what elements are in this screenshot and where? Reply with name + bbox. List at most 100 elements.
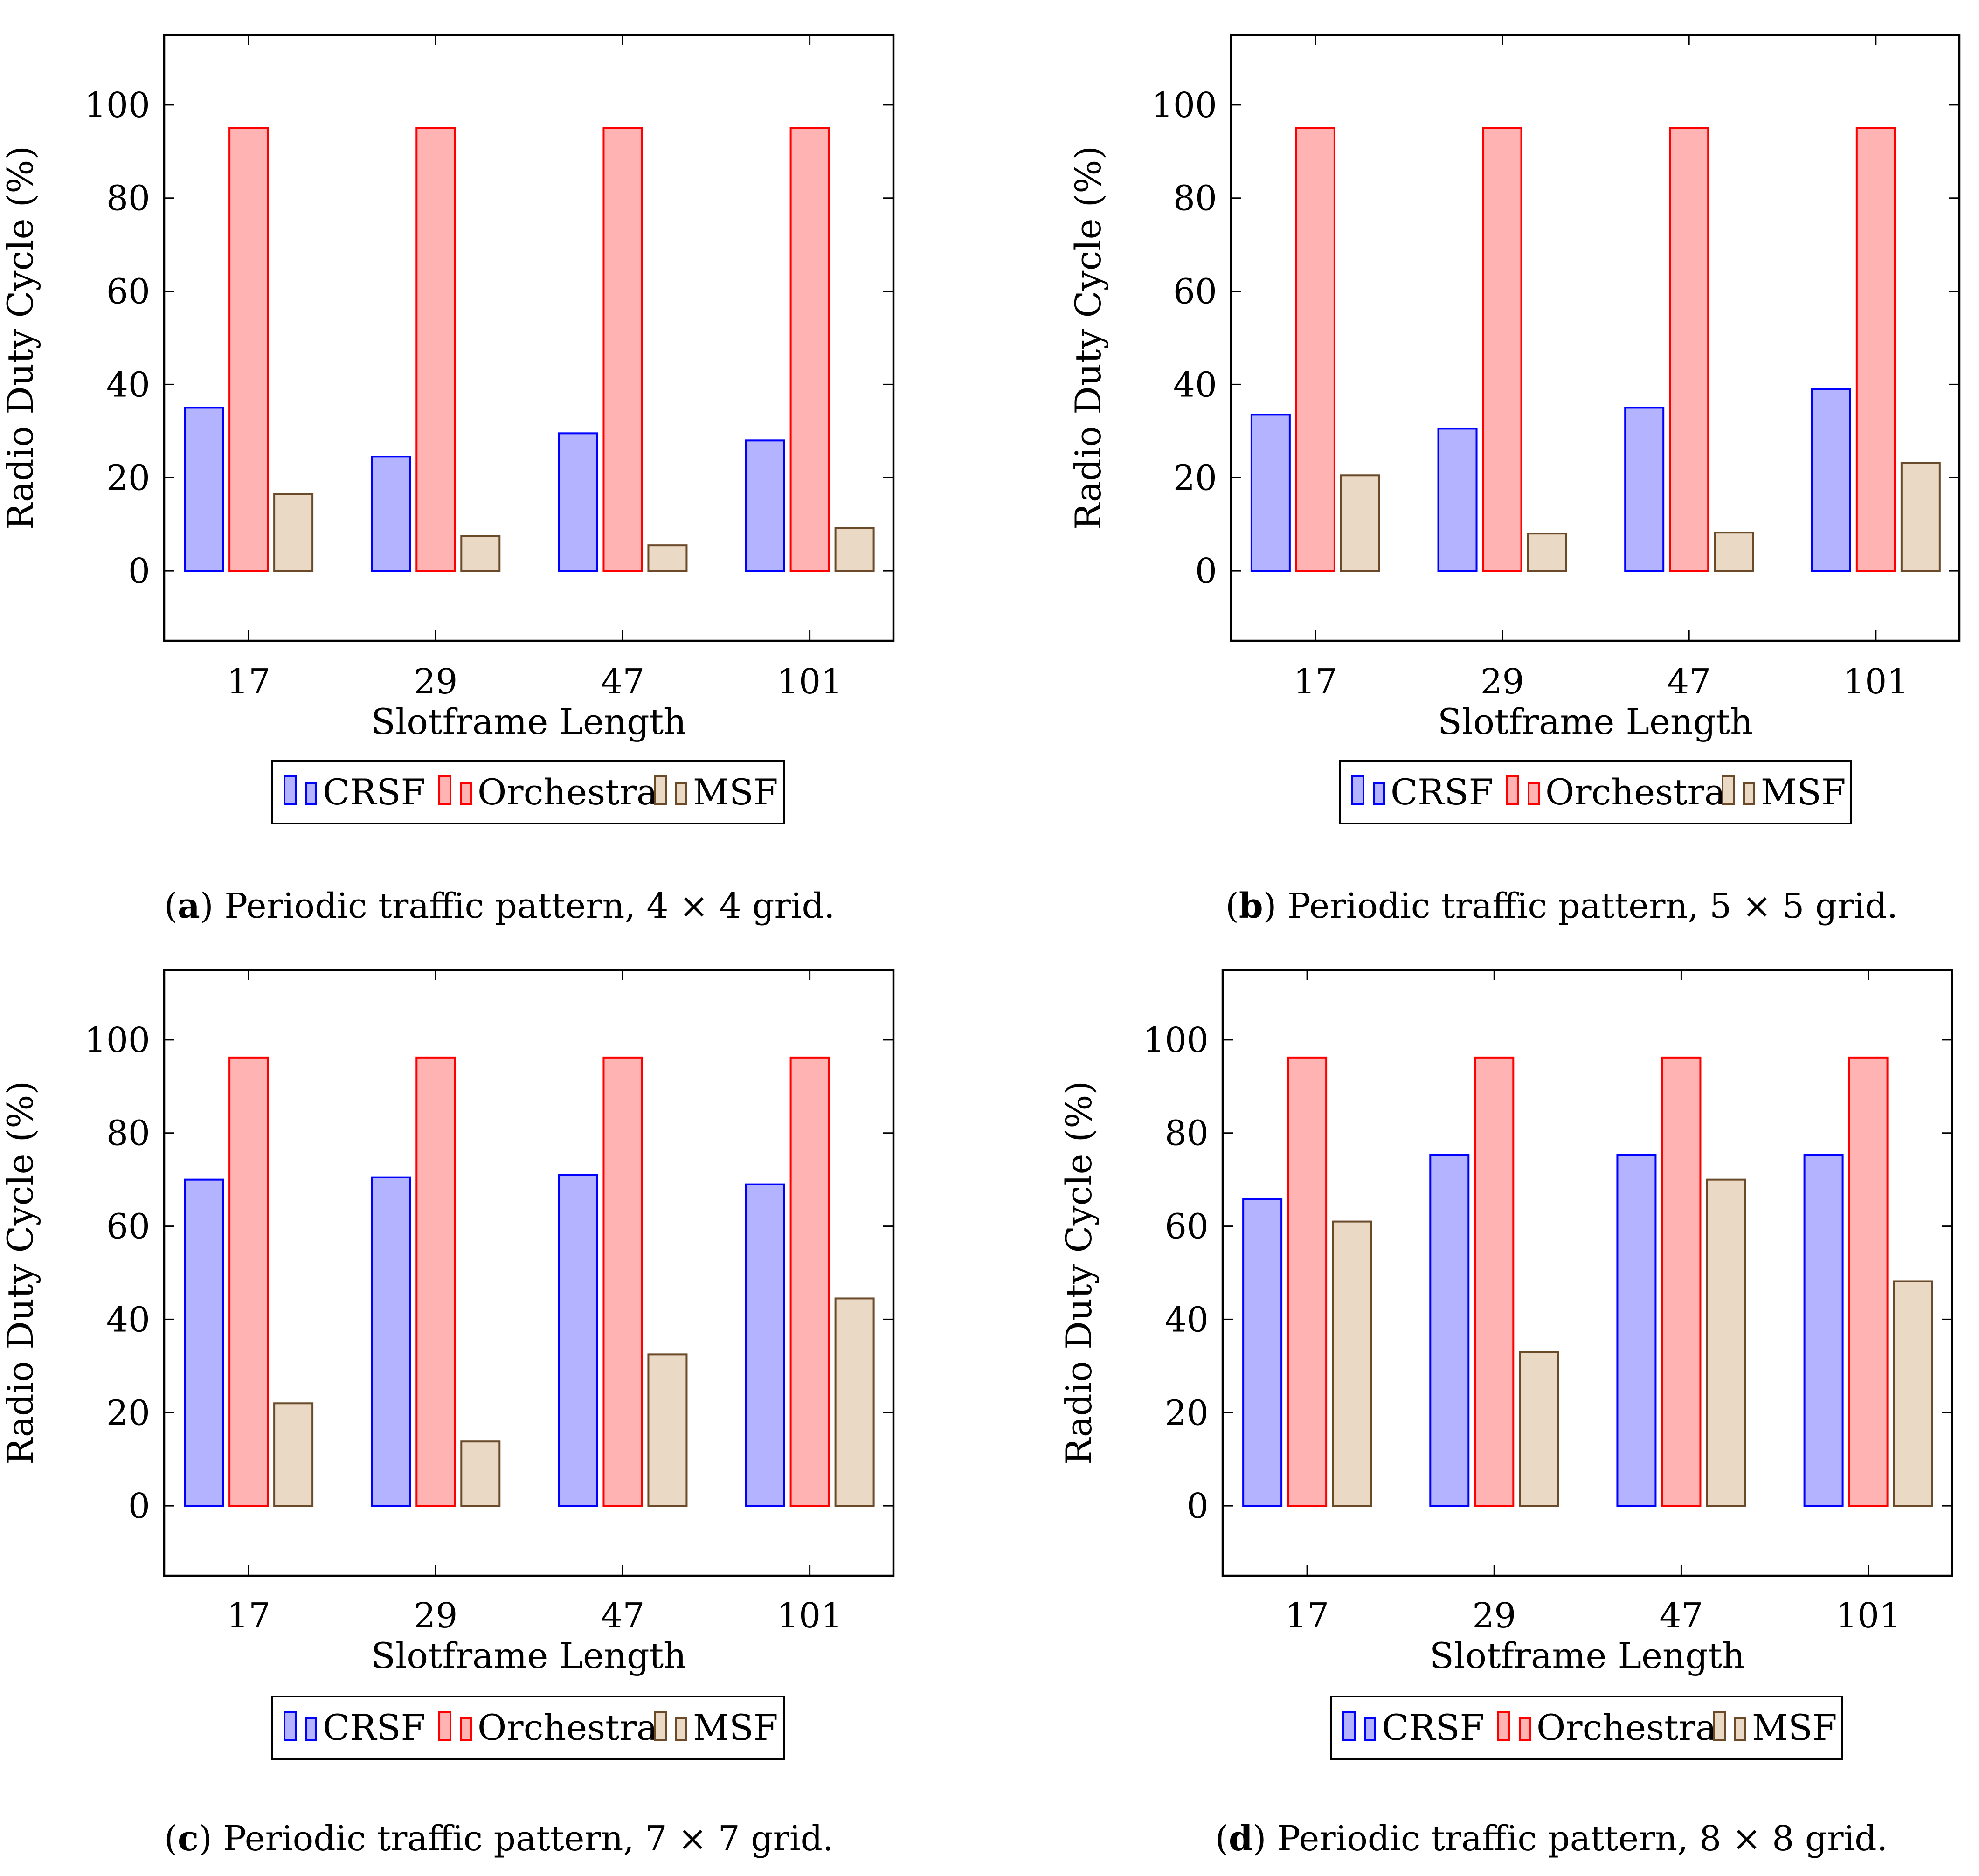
legend-swatch-small-orchestra: [460, 782, 472, 805]
x-tick-label: 29: [1472, 1596, 1516, 1636]
bar-msf-101: [1900, 462, 1941, 572]
caption-close-paren: ): [1253, 1819, 1277, 1859]
bar-crsf-47: [1616, 1154, 1657, 1507]
x-tick-label: 29: [414, 662, 457, 702]
x-tick-label: 17: [1285, 1596, 1329, 1636]
legend-swatch-orchestra: [438, 775, 451, 805]
bar-orchestra-47: [1669, 127, 1709, 572]
y-tick-label: 60: [1173, 272, 1217, 312]
bar-orchestra-17: [228, 1056, 269, 1507]
y-tick-label: 40: [1165, 1300, 1209, 1340]
y-tick-label: 20: [106, 1393, 150, 1433]
legend: CRSF Orchestra MSF: [1339, 760, 1852, 824]
x-tick-label: 17: [227, 662, 270, 702]
legend-swatch-small-msf: [675, 1717, 687, 1741]
y-tick-label: 80: [106, 179, 150, 219]
bar-crsf-101: [745, 1183, 785, 1507]
legend-swatch-msf: [1722, 775, 1735, 805]
y-tick-label: 60: [106, 1207, 150, 1247]
legend-swatch-crsf: [284, 1711, 297, 1741]
y-tick-label: 100: [84, 1020, 150, 1060]
caption-panel-letter: d: [1229, 1819, 1253, 1859]
legend-swatch-small-orchestra: [1528, 782, 1540, 805]
bar-msf-47: [647, 544, 688, 572]
caption-close-paren: ): [200, 886, 224, 926]
x-tick-label: 101: [1843, 662, 1909, 702]
panel-caption: (c) Periodic traffic pattern, 7 × 7 grid…: [164, 1819, 834, 1859]
bar-msf-101: [1893, 1280, 1933, 1507]
bar-orchestra-101: [1848, 1056, 1889, 1507]
bar-crsf-17: [1242, 1198, 1283, 1507]
legend: CRSF Orchestra MSF: [1330, 1696, 1843, 1760]
bar-msf-17: [1332, 1220, 1372, 1507]
legend-swatch-orchestra: [438, 1711, 451, 1741]
legend-label-msf: MSF: [693, 1707, 778, 1748]
legend-box: [271, 760, 785, 824]
legend: CRSF Orchestra MSF: [271, 1696, 785, 1760]
legend-box: [271, 1696, 785, 1760]
bar-msf-101: [834, 1297, 875, 1507]
caption-open-paren: (: [1215, 1819, 1229, 1859]
bar-orchestra-17: [228, 127, 269, 572]
x-tick-label: 17: [1294, 662, 1337, 702]
bar-crsf-47: [1624, 407, 1665, 572]
bar-msf-47: [647, 1353, 688, 1507]
panel-caption: (b) Periodic traffic pattern, 5 × 5 grid…: [1225, 886, 1898, 926]
bar-orchestra-29: [415, 127, 456, 572]
legend-swatch-msf: [654, 775, 667, 805]
y-tick-label: 20: [1165, 1393, 1209, 1433]
bar-crsf-29: [1429, 1154, 1470, 1507]
bar-orchestra-101: [789, 1056, 830, 1507]
y-tick-label: 60: [1165, 1207, 1209, 1247]
chart-panel-c: 0 20 40 60 80 100 17 29 47 101 Slotframe Length Rad…: [0, 969, 895, 1859]
y-tick-label: 0: [1195, 551, 1217, 591]
y-tick-label: 40: [106, 1300, 150, 1340]
plot-frame: [1230, 34, 1961, 642]
y-tick-label: 80: [1173, 179, 1217, 219]
x-tick-label: 101: [1835, 1596, 1901, 1636]
bar-crsf-29: [1437, 428, 1478, 572]
legend-label-crsf: CRSF: [1382, 1707, 1484, 1748]
bar-msf-29: [460, 535, 501, 572]
y-tick-label: 0: [128, 1486, 150, 1526]
caption-text: Periodic traffic pattern, 7 × 7 grid.: [223, 1819, 833, 1859]
caption-close-paren: ): [1263, 886, 1287, 926]
y-tick-label: 20: [106, 458, 150, 498]
legend-label-msf: MSF: [693, 771, 778, 813]
chart-panel-b: 0 20 40 60 80 100 17 29 47 101 Slotframe Length Rad…: [1067, 34, 1961, 926]
chart-panel-d: 0 20 40 60 80 100 17 29 47 101 Slotframe Length Rad…: [1058, 969, 1953, 1859]
plot-frame: [163, 34, 895, 642]
bar-orchestra-101: [789, 127, 830, 572]
bar-msf-29: [1527, 533, 1567, 572]
caption-open-paren: (: [164, 1819, 178, 1859]
y-tick-label: 40: [106, 365, 150, 405]
bar-orchestra-47: [1661, 1056, 1702, 1507]
legend-swatch-small-msf: [675, 782, 687, 805]
caption-open-paren: (: [164, 886, 178, 926]
x-tick-label: 47: [1667, 662, 1711, 702]
caption-text: Periodic traffic pattern, 5 × 5 grid.: [1287, 886, 1898, 926]
bar-crsf-101: [1811, 388, 1851, 572]
x-tick-label: 47: [1659, 1596, 1703, 1636]
y-tick-label: 0: [1187, 1486, 1209, 1526]
legend-swatch-crsf: [284, 775, 297, 805]
panel-caption: (a) Periodic traffic pattern, 4 × 4 grid…: [164, 886, 835, 926]
legend-box: [1339, 760, 1852, 824]
panel-caption: (d) Periodic traffic pattern, 8 × 8 grid…: [1215, 1819, 1888, 1859]
legend-swatch-small-msf: [1734, 1717, 1746, 1741]
bar-msf-101: [834, 527, 875, 572]
x-tick-label: 17: [227, 1596, 270, 1636]
bar-msf-17: [1340, 474, 1380, 572]
bar-orchestra-17: [1295, 127, 1335, 572]
y-tick-label: 60: [106, 272, 150, 312]
bar-orchestra-29: [1482, 127, 1522, 572]
bar-crsf-101: [745, 439, 785, 572]
bar-msf-29: [460, 1440, 501, 1507]
bar-msf-47: [1714, 532, 1754, 572]
bar-crsf-17: [1250, 414, 1291, 572]
bar-crsf-17: [184, 407, 224, 572]
bar-crsf-47: [558, 1174, 598, 1507]
legend-swatch-small-orchestra: [460, 1717, 472, 1741]
x-tick-label: 101: [777, 662, 843, 702]
